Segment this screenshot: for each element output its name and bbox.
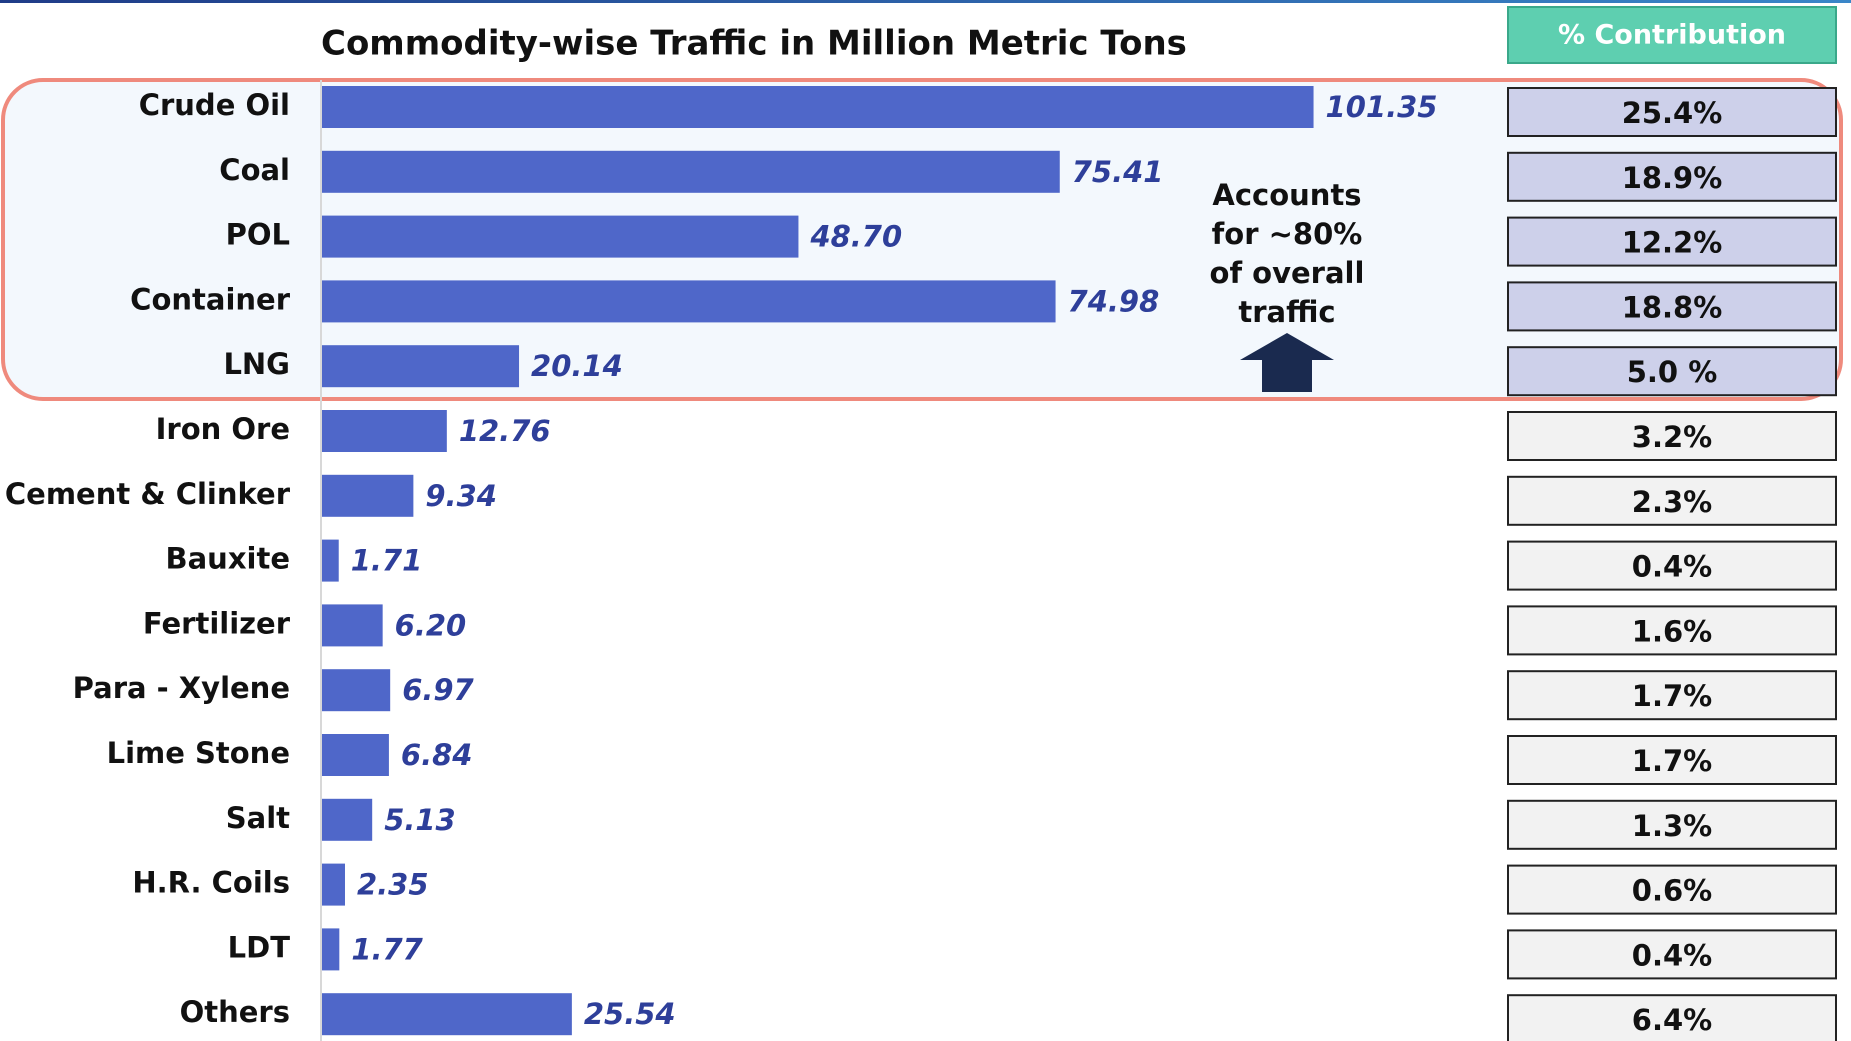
table-cell-text: 2.3% — [1632, 485, 1712, 519]
value-label: 6.97 — [402, 673, 474, 707]
category-label: Crude Oil — [139, 88, 290, 122]
table-cell-text: 1.6% — [1632, 614, 1712, 648]
category-label: POL — [226, 218, 290, 252]
annotation: of overall — [1210, 256, 1365, 290]
bar — [322, 150, 1060, 193]
table-cell — [1507, 411, 1837, 461]
value-label: 12.76 — [459, 414, 551, 448]
value-label: 101.35 — [1326, 90, 1438, 124]
table-cell — [1507, 605, 1837, 656]
table-cell-text: 1.7% — [1632, 744, 1712, 778]
bar — [322, 604, 383, 647]
table-cell-text: 1.3% — [1632, 809, 1712, 843]
table-cell — [1507, 87, 1837, 137]
table-cell-text: 6.4% — [1632, 1003, 1712, 1037]
table-cell — [1507, 929, 1837, 980]
table-cell-text: 18.8% — [1622, 290, 1723, 324]
value-label: 9.34 — [425, 479, 497, 513]
table-cell — [1507, 540, 1837, 591]
top-border — [0, 0, 1851, 3]
bar — [322, 345, 520, 388]
table-cell-text: 3.2% — [1632, 420, 1712, 454]
value-label: 20.14 — [531, 349, 623, 383]
bar — [322, 474, 414, 517]
annotation: traffic — [1238, 295, 1335, 329]
table-cell — [1507, 799, 1837, 850]
arrow — [1240, 333, 1334, 392]
value-label: 1.71 — [351, 544, 423, 578]
table-cell — [1507, 475, 1837, 526]
table-header-text: % Contribution — [1558, 20, 1786, 51]
bar — [322, 215, 799, 258]
annotation: for ~80% — [1212, 217, 1363, 251]
table-cell — [1507, 216, 1837, 267]
table-cell — [1507, 346, 1837, 397]
value-label: 74.98 — [1068, 284, 1160, 318]
category-label: Fertilizer — [143, 606, 291, 640]
annotation: Accounts — [1212, 178, 1361, 212]
value-label: 25.54 — [584, 997, 676, 1031]
category-label: Salt — [226, 801, 290, 835]
category-label: Iron Ore — [156, 412, 290, 446]
table-cell — [1507, 735, 1837, 785]
category-label: LNG — [223, 347, 290, 381]
category-label: Para - Xylene — [73, 671, 290, 705]
table-cell-text: 12.2% — [1622, 226, 1723, 260]
table-cell-text: 0.4% — [1632, 938, 1712, 972]
table-cell — [1507, 670, 1837, 721]
category-label: Coal — [219, 153, 290, 187]
chart-title: Commodity-wise Traffic in Million Metric… — [321, 24, 1187, 64]
table-cell — [1507, 864, 1837, 915]
value-label: 75.41 — [1072, 155, 1164, 189]
bar — [322, 928, 340, 971]
bar — [322, 539, 339, 582]
value-label: 6.20 — [395, 608, 467, 642]
category-label: LDT — [228, 930, 291, 964]
bar — [322, 734, 389, 776]
bar — [322, 280, 1056, 323]
category-label: H.R. Coils — [132, 866, 290, 900]
table-cell-text: 25.4% — [1622, 96, 1723, 130]
table-cell — [1507, 151, 1837, 202]
table-cell — [1507, 994, 1837, 1041]
value-label: 2.35 — [357, 868, 429, 902]
table-cell-text: 0.4% — [1632, 550, 1712, 584]
category-label: Others — [180, 995, 290, 1029]
category-label: Lime Stone — [107, 736, 290, 770]
value-label: 6.84 — [401, 738, 473, 772]
table-cell-text: 0.6% — [1632, 874, 1712, 908]
bar — [322, 993, 572, 1036]
bar — [322, 863, 345, 906]
bar — [322, 86, 1314, 128]
category-label: Bauxite — [166, 542, 291, 576]
table-cell — [1507, 281, 1837, 332]
bar — [322, 669, 391, 712]
value-label: 1.77 — [351, 932, 423, 966]
table-cell-text: 1.7% — [1632, 679, 1712, 713]
table-cell-text: 5.0 % — [1627, 355, 1718, 389]
bar — [322, 798, 373, 841]
table-header — [1507, 6, 1837, 64]
category-label: Cement & Clinker — [5, 477, 291, 511]
bar — [322, 410, 447, 452]
table-cell-text: 18.9% — [1622, 161, 1723, 195]
value-label: 48.70 — [809, 220, 902, 254]
value-label: 5.13 — [384, 803, 456, 837]
category-label: Container — [130, 282, 291, 316]
